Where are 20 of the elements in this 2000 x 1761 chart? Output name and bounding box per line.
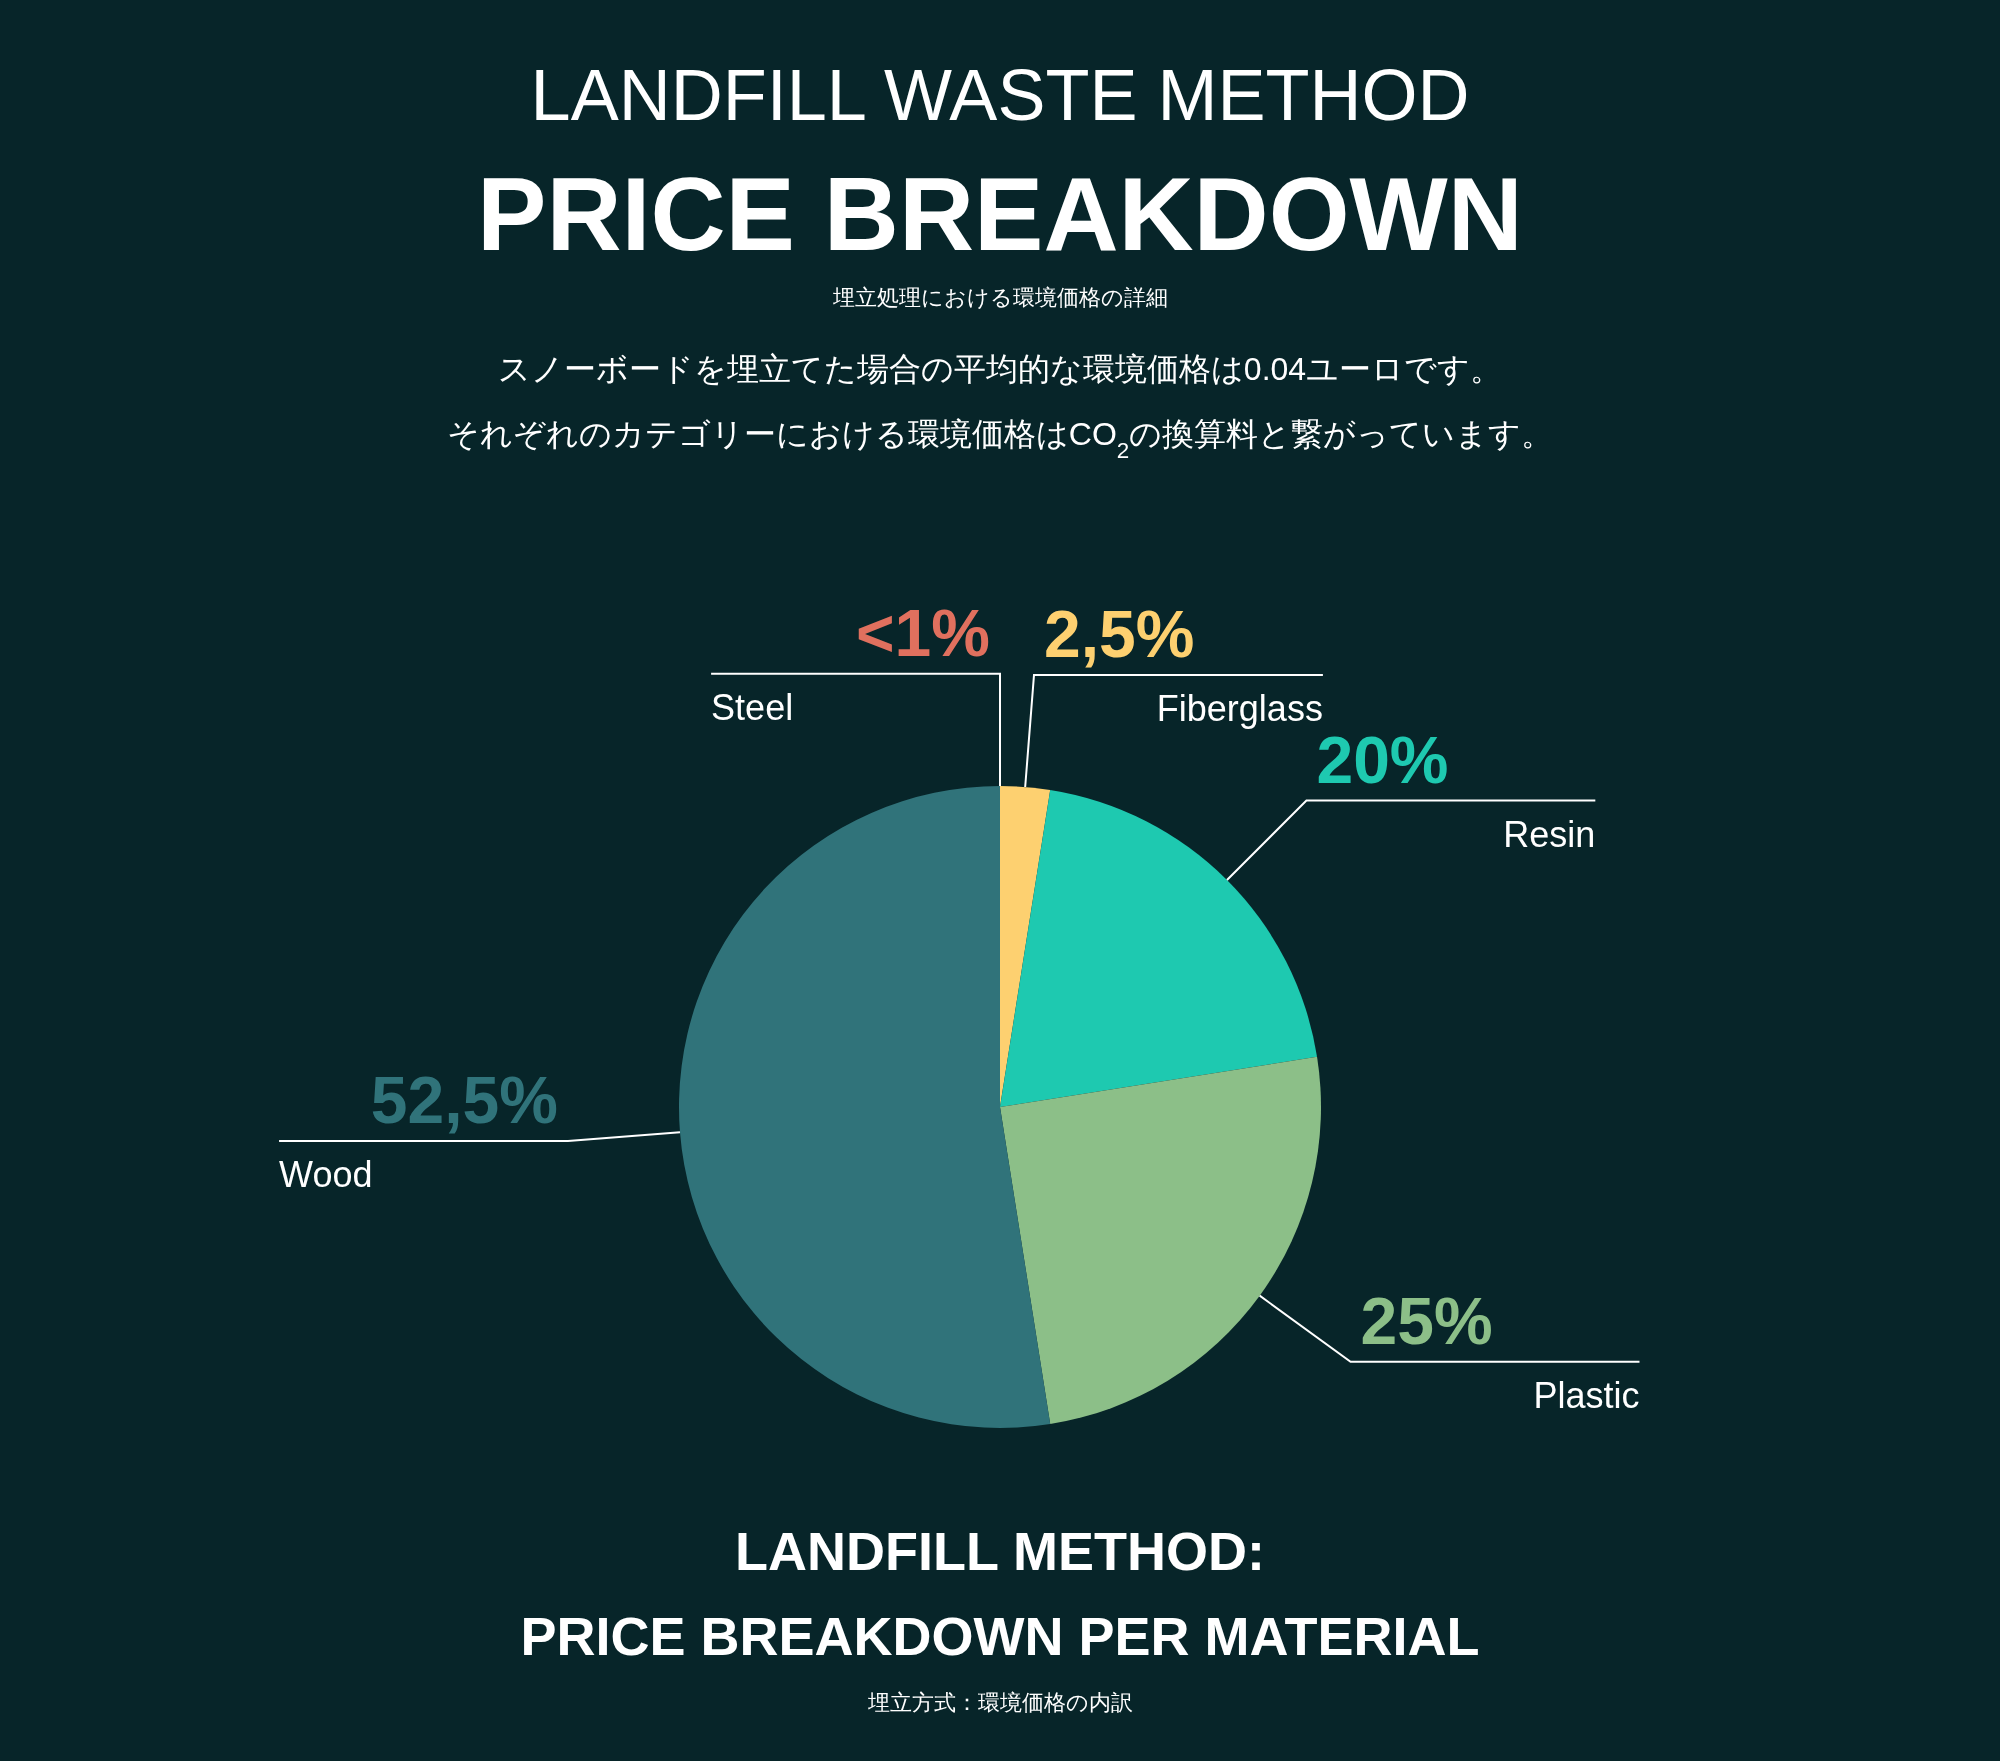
pie-slice bbox=[1000, 1056, 1321, 1425]
pie-slice bbox=[1000, 786, 1051, 1107]
pie-slice bbox=[679, 786, 1051, 1428]
category-label: Steel bbox=[711, 686, 794, 728]
data-label: 2,5% bbox=[1044, 596, 1195, 671]
chart-subtitle: PRICE BREAKDOWN bbox=[477, 156, 1523, 272]
chart-title: LANDFILL WASTE METHOD bbox=[530, 55, 1470, 135]
text: スノーボードを埋立てた場合の平均的な環境価格は0.04ユーロです。 bbox=[497, 351, 1503, 387]
text: LANDFILL METHOD: bbox=[735, 1521, 1265, 1581]
text: 埋立方式：環境価格の内訳 bbox=[866, 1690, 1133, 1715]
slice-label: Wood bbox=[279, 1154, 373, 1195]
slice-label: Resin bbox=[1503, 813, 1596, 855]
data-label: 52,5% bbox=[370, 1063, 558, 1137]
text: <1% bbox=[856, 595, 990, 670]
slice-label: Plastic bbox=[1533, 1374, 1640, 1416]
text: 埋立処理における環境価格の詳細 bbox=[831, 285, 1168, 310]
data-label: 25% bbox=[1360, 1283, 1493, 1358]
text: それぞれのカテゴリーにおける環境価格はCO$_{2}$の換算料と繋がっています。 bbox=[446, 416, 1554, 463]
text: PRICE BREAKDOWN PER MATERIAL bbox=[520, 1606, 1480, 1666]
pie-slice bbox=[1000, 789, 1318, 1107]
